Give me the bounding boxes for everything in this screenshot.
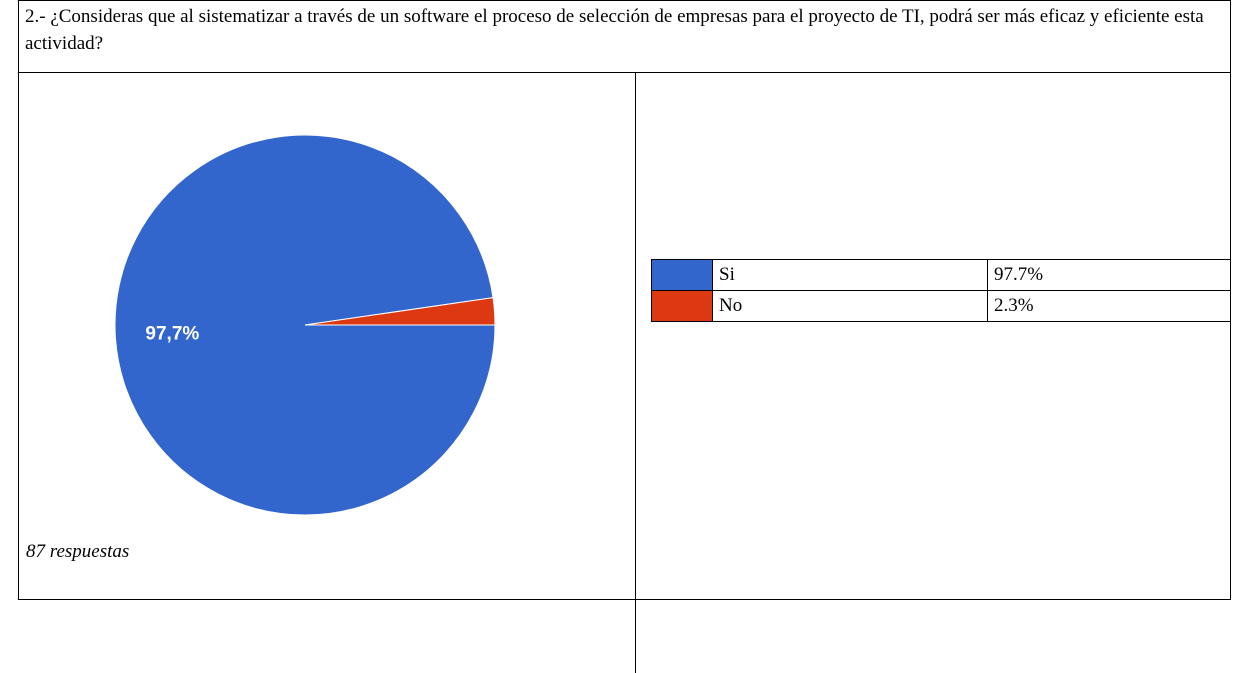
legend-row: No 2.3% xyxy=(651,290,1231,322)
pie-chart: 97,7% xyxy=(114,134,496,516)
page: 2.- ¿Consideras que al sistematizar a tr… xyxy=(18,0,1231,673)
footnote: 87 respuestas xyxy=(26,541,130,562)
legend-row: Si 97.7% xyxy=(651,259,1231,291)
chart-cell: 97,7% 87 respuestas xyxy=(19,73,636,673)
swatch xyxy=(651,259,713,291)
legend-value: 2.3% xyxy=(987,290,1231,322)
pie-slice xyxy=(304,297,496,326)
legend-value: 97.7% xyxy=(987,259,1231,291)
legend-name: Si xyxy=(712,259,988,291)
question: 2.- ¿Consideras que al sistematizar a tr… xyxy=(19,1,1230,73)
swatch xyxy=(651,290,713,322)
legend-name: No xyxy=(712,290,988,322)
slice-label: 97,7% xyxy=(145,324,199,345)
legend-table: Si 97.7% No 2.3% xyxy=(651,259,1231,322)
document-table: 2.- ¿Consideras que al sistematizar a tr… xyxy=(18,0,1231,673)
